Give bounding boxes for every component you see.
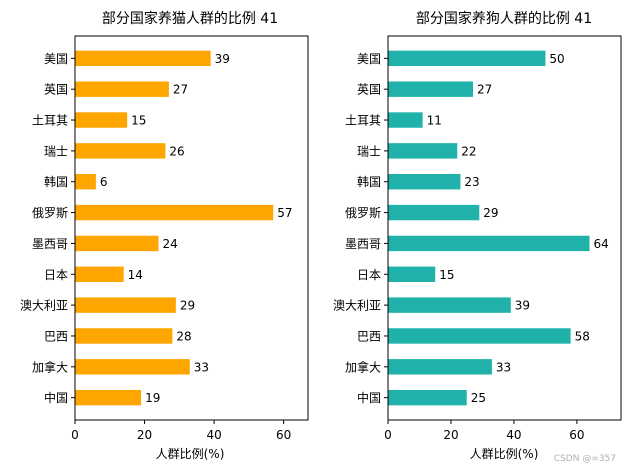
data-label: 27 (477, 83, 492, 97)
chart-title: 部分国家养猫人群的比例 41 (102, 10, 278, 27)
x-tick-label: 60 (569, 428, 584, 442)
data-label: 33 (496, 360, 511, 374)
x-axis-label: 人群比例(%) (156, 447, 225, 461)
bar (75, 328, 173, 344)
y-tick-label: 日本 (44, 268, 68, 282)
data-label: 19 (145, 391, 160, 405)
x-tick-label: 40 (206, 428, 221, 442)
y-tick-label: 中国 (357, 390, 381, 405)
y-tick-label: 墨西哥 (345, 237, 381, 251)
y-tick-label: 中国 (44, 390, 68, 405)
bar (388, 297, 511, 313)
bar (388, 235, 590, 252)
bar (75, 297, 176, 313)
x-tick-label: 20 (137, 428, 152, 442)
bar (75, 266, 124, 282)
y-tick-label: 俄罗斯 (32, 206, 68, 220)
bar (388, 328, 571, 344)
bar (75, 389, 142, 406)
y-tick-label: 墨西哥 (32, 237, 68, 251)
data-label: 39 (515, 299, 530, 313)
data-label: 50 (549, 52, 564, 66)
data-label: 27 (173, 83, 188, 97)
bar (388, 143, 458, 159)
data-label: 23 (464, 175, 479, 189)
bar (388, 112, 423, 128)
y-tick-label: 澳大利亚 (20, 299, 68, 313)
bar (75, 112, 128, 128)
y-tick-label: 澳大利亚 (333, 299, 381, 313)
bar (388, 81, 474, 97)
y-tick-label: 瑞士 (357, 144, 381, 158)
data-label: 58 (575, 329, 590, 343)
bar (75, 50, 211, 67)
y-tick-label: 日本 (357, 268, 381, 282)
y-tick-label: 巴西 (44, 329, 68, 343)
x-tick-label: 0 (71, 428, 79, 442)
y-tick-label: 英国 (357, 83, 381, 97)
y-tick-label: 美国 (357, 52, 381, 66)
y-tick-label: 韩国 (357, 174, 381, 189)
x-tick-label: 0 (384, 428, 392, 442)
data-label: 33 (194, 360, 209, 374)
bar (388, 50, 546, 67)
bar (75, 204, 274, 221)
data-label: 15 (131, 114, 146, 128)
data-label: 11 (427, 114, 442, 128)
y-tick-label: 土耳其 (345, 114, 381, 128)
chart-dog-ownership: 部分国家养狗人群的比例 41 人群比例(%) 50 美国 27 英国 11 土耳其 22 瑞士… (333, 10, 622, 461)
x-axis-label: 人群比例(%) (470, 447, 539, 461)
y-tick-label: 俄罗斯 (345, 206, 381, 220)
data-label: 57 (277, 206, 292, 220)
plot-frame (74, 35, 309, 421)
bar (388, 204, 480, 221)
x-tick-label: 40 (506, 428, 521, 442)
data-label: 29 (180, 299, 195, 313)
data-label: 22 (461, 144, 476, 158)
y-tick-label: 美国 (44, 52, 68, 66)
data-label: 14 (128, 268, 143, 282)
chart-cat-ownership: 部分国家养猫人群的比例 41 人群比例(%) 39 美国 27 英国 15 土耳其 26 瑞士… (20, 10, 309, 461)
data-label: 24 (162, 237, 177, 251)
y-tick-label: 韩国 (44, 174, 68, 189)
x-tick-label: 60 (276, 428, 291, 442)
y-tick-label: 英国 (44, 83, 68, 97)
data-label: 6 (100, 175, 108, 189)
bar (75, 359, 190, 375)
chart-title: 部分国家养狗人群的比例 41 (416, 10, 592, 27)
bar (388, 266, 436, 282)
y-tick-label: 巴西 (357, 329, 381, 343)
bar (75, 235, 159, 252)
bar (388, 174, 461, 190)
data-label: 28 (176, 329, 191, 343)
bar (75, 81, 169, 97)
data-label: 15 (439, 268, 454, 282)
bar (75, 143, 166, 159)
bar (388, 359, 492, 375)
bar (388, 389, 467, 406)
y-tick-label: 加拿大 (345, 359, 381, 374)
data-label: 29 (483, 206, 498, 220)
y-tick-label: 土耳其 (32, 114, 68, 128)
bar (75, 174, 96, 190)
watermark: CSDN @∞357 (553, 454, 616, 464)
x-tick-label: 20 (443, 428, 458, 442)
data-label: 64 (594, 237, 609, 251)
data-label: 25 (471, 391, 486, 405)
data-label: 39 (215, 52, 230, 66)
y-tick-label: 瑞士 (44, 144, 68, 158)
plot-frame (387, 35, 622, 421)
data-label: 26 (169, 144, 184, 158)
y-tick-label: 加拿大 (32, 359, 68, 374)
